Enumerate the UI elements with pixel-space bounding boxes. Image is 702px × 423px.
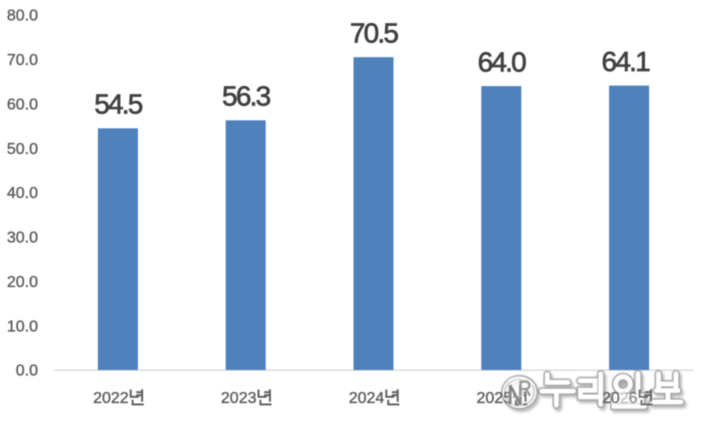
- svg-text:2022: 2022: [93, 390, 129, 407]
- svg-text:20: 20: [602, 390, 620, 407]
- svg-text:40.0: 40.0: [7, 185, 38, 202]
- svg-text:2: 2: [620, 390, 629, 407]
- svg-text:2023: 2023: [221, 390, 257, 407]
- svg-text:70.0: 70.0: [7, 52, 38, 69]
- svg-text:10.0: 10.0: [7, 318, 38, 335]
- svg-text:6: 6: [629, 390, 638, 407]
- svg-text:25: 25: [494, 390, 512, 407]
- svg-text:56.3: 56.3: [222, 81, 271, 112]
- svg-text:50.0: 50.0: [7, 141, 38, 158]
- svg-text:30.0: 30.0: [7, 230, 38, 247]
- svg-text:64.1: 64.1: [602, 46, 651, 77]
- svg-text:70.5: 70.5: [350, 18, 399, 49]
- svg-text:64.0: 64.0: [478, 46, 527, 77]
- svg-text:54.5: 54.5: [94, 89, 143, 120]
- svg-text:0.0: 0.0: [16, 363, 38, 380]
- svg-text:20.0: 20.0: [7, 274, 38, 291]
- svg-text:60.0: 60.0: [7, 97, 38, 114]
- svg-text:80.0: 80.0: [7, 8, 38, 25]
- svg-text:2024: 2024: [349, 390, 385, 407]
